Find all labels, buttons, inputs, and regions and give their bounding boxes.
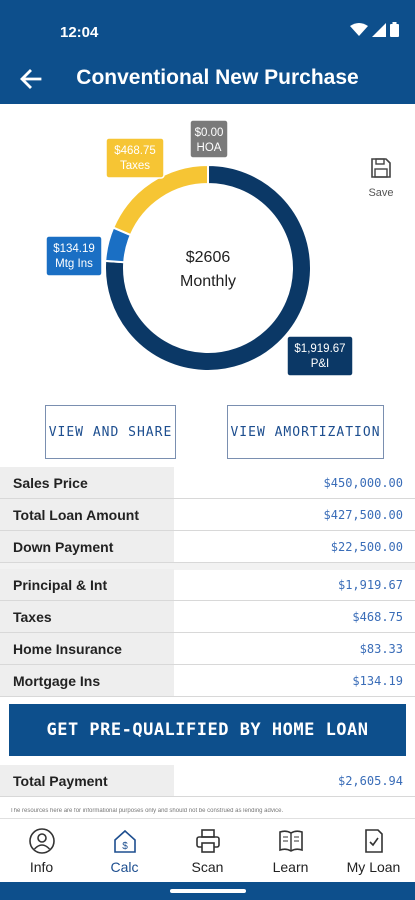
callout-label: HOA [197,142,222,154]
row-value: $134.19 [352,673,403,688]
callout-value: $1,919.67 [294,343,345,355]
nav-item-my-loan[interactable]: My Loan [332,819,415,882]
payment-breakdown-table: Principal & Int $1,919.67 Taxes $468.75 Ho… [0,569,415,697]
row-value: $83.33 [359,641,403,656]
nav-item-info[interactable]: Info [0,819,83,882]
row-value: $450,000.00 [323,475,403,490]
table-row: Down Payment $22,500.00 [0,531,415,563]
view-amortization-button[interactable]: VIEW AMORTIZATION [227,405,384,459]
row-label: Total Loan Amount [0,499,174,530]
get-pre-qualified-button[interactable]: GET PRE-QUALIFIED BY HOME LOAN [9,704,406,756]
callout-value: $0.00 [195,127,224,139]
loan-details-table: Sales Price $450,000.00 Total Loan Amount… [0,467,415,570]
disclaimer-text: The resources here are for informational… [10,808,284,814]
status-bar: 12:04 [0,0,415,64]
status-icons [350,22,399,37]
row-value: $22,500.00 [330,539,403,554]
page-title: Conventional New Purchase [76,66,359,89]
nav-item-calc[interactable]: $ Calc [83,819,166,882]
app-bar: Conventional New Purchase [0,54,415,104]
nav-label: Learn [272,859,309,875]
row-value: $468.75 [352,609,403,624]
book-icon [278,830,303,852]
wifi-icon [350,22,368,36]
total-value: $2,605.94 [337,773,403,788]
row-value: $427,500.00 [323,507,403,522]
section-gap [0,563,415,570]
table-row: Sales Price $450,000.00 [0,467,415,499]
row-label: Mortgage Ins [0,665,174,696]
callout-value: $134.19 [53,243,95,255]
row-label: Sales Price [0,467,174,498]
document-check-icon [364,829,383,853]
callout-label: P&I [311,358,330,370]
calc-home-icon: $ [113,829,136,853]
callout-label: Mtg Ins [55,258,93,270]
system-gesture-bar [0,882,415,900]
nav-item-learn[interactable]: Learn [249,819,332,882]
total-payment-table: Total Payment $2,605.94 [0,765,415,797]
donut-slice-p-i [104,163,312,372]
monthly-label: Monthly [180,273,236,290]
monthly-total: $2606 [186,249,231,266]
nav-label: Info [29,859,54,875]
donut-slice-taxes [111,163,209,237]
row-label: Home Insurance [0,633,174,664]
callout-p-i: $1,919.67 P&I [286,335,354,377]
nav-item-scan[interactable]: Scan [166,819,249,882]
save-label: Save [368,187,394,199]
battery-icon [390,22,399,37]
callout-taxes: $468.75 Taxes [105,137,165,179]
table-row: Taxes $468.75 [0,601,415,633]
view-and-share-button[interactable]: VIEW AND SHARE [45,405,176,459]
row-value: $1,919.67 [337,577,403,592]
person-icon [28,828,55,854]
home-indicator [170,889,246,893]
callout-label: Taxes [120,160,150,172]
save-button[interactable]: Save [365,156,397,199]
row-label: Taxes [0,601,174,632]
bottom-nav: Info $ Calc Scan Learn My Loan [0,818,415,882]
status-time: 12:04 [60,24,99,41]
total-label: Total Payment [0,765,174,796]
nav-label: My Loan [346,859,401,875]
svg-text:$: $ [122,841,128,852]
donut-chart: $2606 Monthly $1,919.67 P&I $134.19 Mtg Ins $4… [45,119,354,377]
printer-icon [195,829,220,853]
row-label: Principal & Int [0,569,174,600]
callout-mtg-ins: $134.19 Mtg Ins [45,235,103,277]
table-row: Principal & Int $1,919.67 [0,569,415,601]
back-arrow-icon[interactable] [18,66,44,92]
signal-icon [372,22,386,37]
nav-label: Scan [191,859,224,875]
table-row: Home Insurance $83.33 [0,633,415,665]
action-buttons: VIEW AND SHARE VIEW AMORTIZATION [0,405,415,459]
payment-chart: $2606 Monthly $1,919.67 P&I $134.19 Mtg Ins $4… [0,104,415,394]
callout-hoa: $0.00 HOA [189,119,229,159]
floppy-disk-icon [371,158,391,178]
table-row: Total Loan Amount $427,500.00 [0,499,415,531]
callout-value: $468.75 [114,145,156,157]
nav-label: Calc [110,859,139,875]
total-row: Total Payment $2,605.94 [0,765,415,797]
table-row: Mortgage Ins $134.19 [0,665,415,697]
row-label: Down Payment [0,531,174,562]
